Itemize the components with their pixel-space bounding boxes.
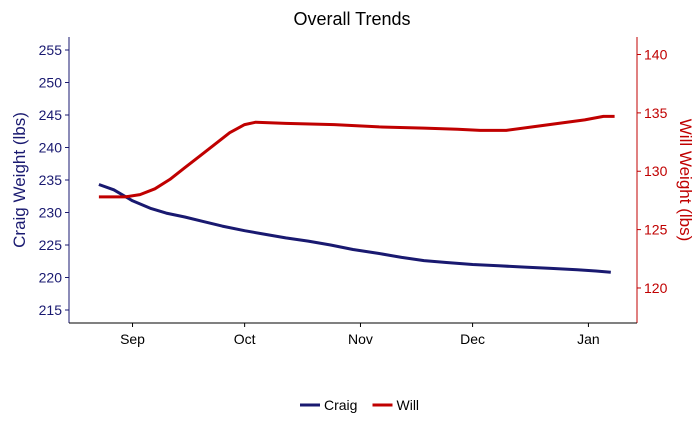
right-axis-ticks: 120 125 130 135 140 [637,47,668,296]
left-tick-label: 245 [39,107,63,123]
right-tick-label: 140 [644,47,668,63]
left-tick-label: 250 [39,75,63,91]
legend-label-craig: Craig [324,397,357,413]
x-tick-label: Jan [577,331,600,347]
series-line-craig [98,183,611,274]
left-tick-label: 235 [39,172,63,188]
x-tick-label: Nov [348,331,373,347]
series-layer [98,114,615,274]
left-axis-ticks: 215 220 225 230 235 240 245 250 255 [39,42,69,318]
y-axis-left-label: Craig Weight (lbs) [10,112,29,248]
right-tick-label: 135 [644,105,668,121]
legend-label-will: Will [397,397,420,413]
legend: Craig Will [300,397,419,413]
x-axis-ticks: Sep Oct Nov Dec Jan [120,323,600,347]
x-tick-label: Oct [234,331,256,347]
left-tick-label: 225 [39,237,63,253]
left-tick-label: 240 [39,140,63,156]
x-tick-label: Sep [120,331,145,347]
y-axis-right-label: Will Weight (lbs) [676,119,695,241]
right-tick-label: 130 [644,163,668,179]
left-tick-label: 255 [39,42,63,58]
left-tick-label: 215 [39,302,63,318]
right-tick-label: 125 [644,222,668,238]
left-tick-label: 220 [39,270,63,286]
chart-title: Overall Trends [293,9,410,29]
x-tick-label: Dec [460,331,485,347]
right-tick-label: 120 [644,280,668,296]
left-tick-label: 230 [39,205,63,221]
series-line-will [98,114,615,199]
